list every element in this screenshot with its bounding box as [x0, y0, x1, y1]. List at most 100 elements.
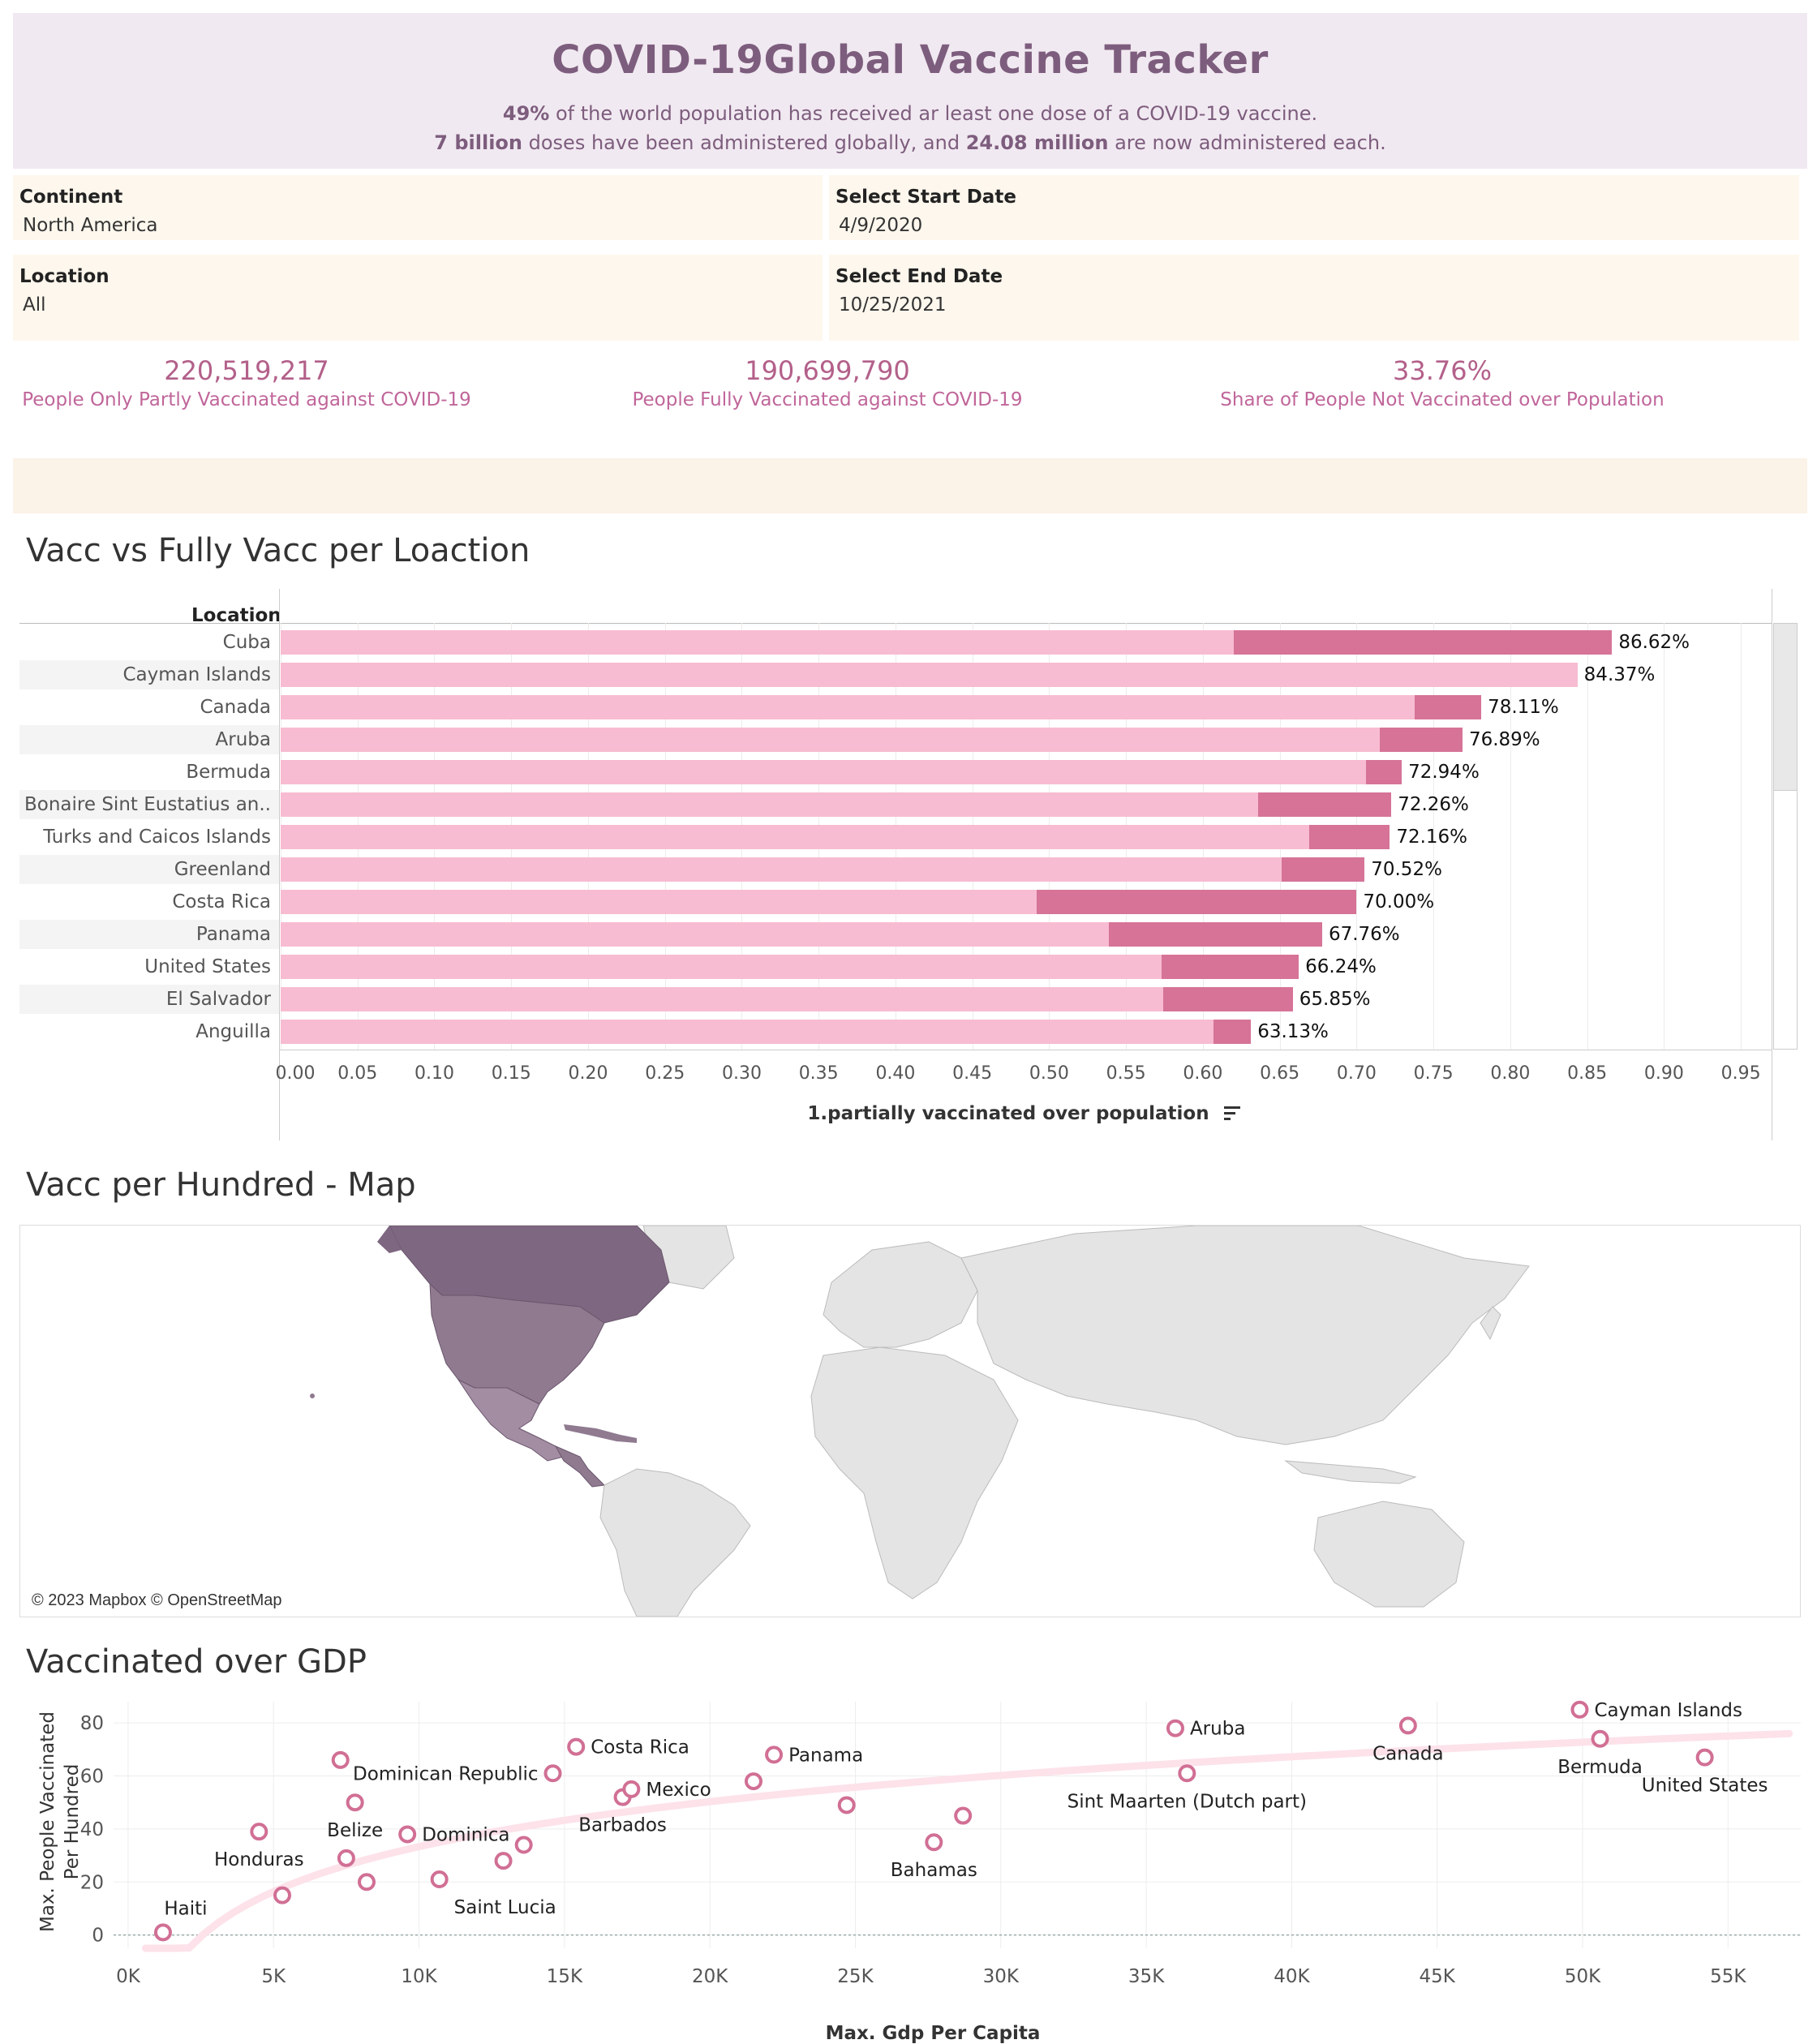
scatter-point[interactable] — [1695, 1748, 1714, 1767]
scatter-point[interactable] — [337, 1849, 355, 1867]
scatter-point[interactable] — [331, 1750, 350, 1769]
scatter-x-tick: 0K — [116, 1966, 141, 1987]
scatter-point[interactable] — [954, 1806, 973, 1825]
map-usa — [429, 1282, 605, 1405]
bar-partly-segment[interactable] — [281, 825, 1309, 849]
bar-row-label[interactable]: Bermuda — [186, 762, 271, 783]
bar-x-tick: 0.60 — [1183, 1063, 1223, 1084]
scatter-section-title: Vaccinated over GDP — [26, 1643, 367, 1681]
scatter-point-label: Bermuda — [1557, 1757, 1643, 1778]
bar-fully-segment[interactable] — [1365, 760, 1402, 784]
bar-row-label[interactable]: Turks and Caicos Islands — [43, 827, 271, 848]
location-filter-value[interactable]: All — [23, 294, 46, 316]
scatter-point-label: Saint Lucia — [454, 1897, 556, 1918]
map-credit: © 2023 Mapbox © OpenStreetMap — [32, 1591, 282, 1609]
scatter-point[interactable] — [346, 1793, 364, 1812]
bar-fully-segment[interactable] — [1281, 857, 1365, 882]
location-filter[interactable]: Location All — [13, 255, 823, 341]
bar-fully-segment[interactable] — [1258, 792, 1392, 817]
bar-partly-segment[interactable] — [281, 663, 1578, 687]
end-date-filter[interactable]: Select End Date 10/25/2021 — [829, 255, 1799, 341]
row-stripe — [19, 790, 279, 819]
bar-row-label[interactable]: Canada — [200, 697, 271, 718]
bar-partly-segment[interactable] — [281, 890, 1037, 914]
scatter-point[interactable] — [153, 1923, 172, 1942]
scatter-x-tick: 55K — [1710, 1966, 1746, 1987]
bar-fully-segment[interactable] — [1162, 987, 1293, 1011]
bar-fully-segment[interactable] — [1037, 890, 1357, 914]
scatter-point[interactable] — [398, 1825, 417, 1844]
scatter-point[interactable] — [1398, 1716, 1417, 1735]
bar-x-tick: 0.70 — [1336, 1063, 1377, 1084]
bar-partly-segment[interactable] — [281, 728, 1380, 752]
end-date-value[interactable]: 10/25/2021 — [839, 294, 947, 316]
map-africa — [810, 1346, 1019, 1600]
bar-row-label[interactable]: Aruba — [215, 729, 271, 750]
bar-row-label[interactable]: Bonaire Sint Eustatius an.. — [24, 794, 271, 815]
scatter-point[interactable] — [1591, 1729, 1609, 1748]
scatter-point[interactable] — [514, 1836, 533, 1854]
bar-partly-segment[interactable] — [281, 760, 1366, 784]
bar-fully-segment[interactable] — [1161, 955, 1299, 979]
scatter-point[interactable] — [358, 1873, 376, 1892]
row-stripe — [19, 660, 279, 689]
scatter-point[interactable] — [837, 1796, 856, 1814]
bar-partly-segment[interactable] — [281, 955, 1162, 979]
bar-partly-segment[interactable] — [281, 792, 1259, 817]
bar-partly-segment[interactable] — [281, 1020, 1214, 1044]
kpi-not-vaccinated-value: 33.76% — [1392, 355, 1492, 386]
bar-row-label[interactable]: El Salvador — [165, 989, 271, 1010]
scatter-point[interactable] — [567, 1737, 586, 1756]
scatter-point[interactable] — [1166, 1719, 1184, 1737]
map-alaska — [377, 1226, 402, 1253]
scatter-point[interactable] — [1570, 1700, 1589, 1719]
scatter-point[interactable] — [1178, 1764, 1196, 1783]
bar-row-label[interactable]: Anguilla — [195, 1021, 271, 1042]
start-date-value[interactable]: 4/9/2020 — [839, 215, 923, 236]
scatter-point[interactable] — [622, 1780, 641, 1798]
bar-scrollbar-thumb[interactable] — [1774, 624, 1797, 791]
bar-fully-segment[interactable] — [1233, 630, 1613, 655]
sort-descending-icon[interactable] — [1222, 1104, 1244, 1122]
scatter-point[interactable] — [430, 1870, 449, 1889]
scatter-point[interactable] — [744, 1772, 762, 1791]
bar-partly-segment[interactable] — [281, 630, 1234, 655]
bar-x-tick: 0.90 — [1643, 1063, 1684, 1084]
bar-fully-segment[interactable] — [1415, 695, 1482, 719]
scatter-x-tick: 15K — [547, 1966, 583, 1987]
bar-value-label: 66.24% — [1305, 956, 1377, 977]
bar-row-label[interactable]: Cayman Islands — [122, 664, 271, 685]
bar-scrollbar-track[interactable] — [1773, 623, 1798, 1050]
scatter-point[interactable] — [925, 1833, 943, 1852]
scatter-point-label: Dominican Republic — [353, 1763, 538, 1784]
bar-row-label[interactable]: United States — [144, 956, 271, 977]
scatter-point[interactable] — [273, 1886, 291, 1904]
continent-filter[interactable]: Continent North America — [13, 175, 823, 240]
continent-filter-value[interactable]: North America — [23, 215, 158, 236]
bar-fully-segment[interactable] — [1109, 922, 1322, 947]
bar-value-label: 67.76% — [1328, 924, 1400, 945]
scatter-point[interactable] — [543, 1764, 562, 1783]
bar-row-label[interactable]: Cuba — [222, 632, 271, 653]
scatter-point[interactable] — [250, 1823, 268, 1841]
bar-partly-segment[interactable] — [281, 987, 1163, 1011]
scatter-point-label: Honduras — [214, 1849, 304, 1870]
bar-fully-segment[interactable] — [1308, 825, 1390, 849]
bar-row-label[interactable]: Greenland — [174, 859, 271, 880]
bar-partly-segment[interactable] — [281, 857, 1282, 882]
bar-fully-segment[interactable] — [1379, 728, 1463, 752]
bar-fully-segment[interactable] — [1213, 1020, 1252, 1044]
bar-x-tick: 0.65 — [1260, 1063, 1300, 1084]
location-filter-label: Location — [19, 266, 110, 287]
summary-line-2-mid: doses have been administered globally, a… — [522, 131, 966, 154]
scatter-point[interactable] — [765, 1746, 784, 1764]
bar-row-label[interactable]: Panama — [195, 924, 271, 945]
scatter-y-tick: 40 — [80, 1819, 104, 1840]
bar-partly-segment[interactable] — [281, 695, 1415, 719]
scatter-point[interactable] — [494, 1852, 513, 1870]
bar-partly-segment[interactable] — [281, 922, 1110, 947]
start-date-filter[interactable]: Select Start Date 4/9/2020 — [829, 175, 1799, 240]
bar-row-label[interactable]: Costa Rica — [172, 891, 271, 912]
vaccination-map[interactable]: © 2023 Mapbox © OpenStreetMap — [19, 1225, 1801, 1617]
scatter-x-tick: 20K — [692, 1966, 728, 1987]
